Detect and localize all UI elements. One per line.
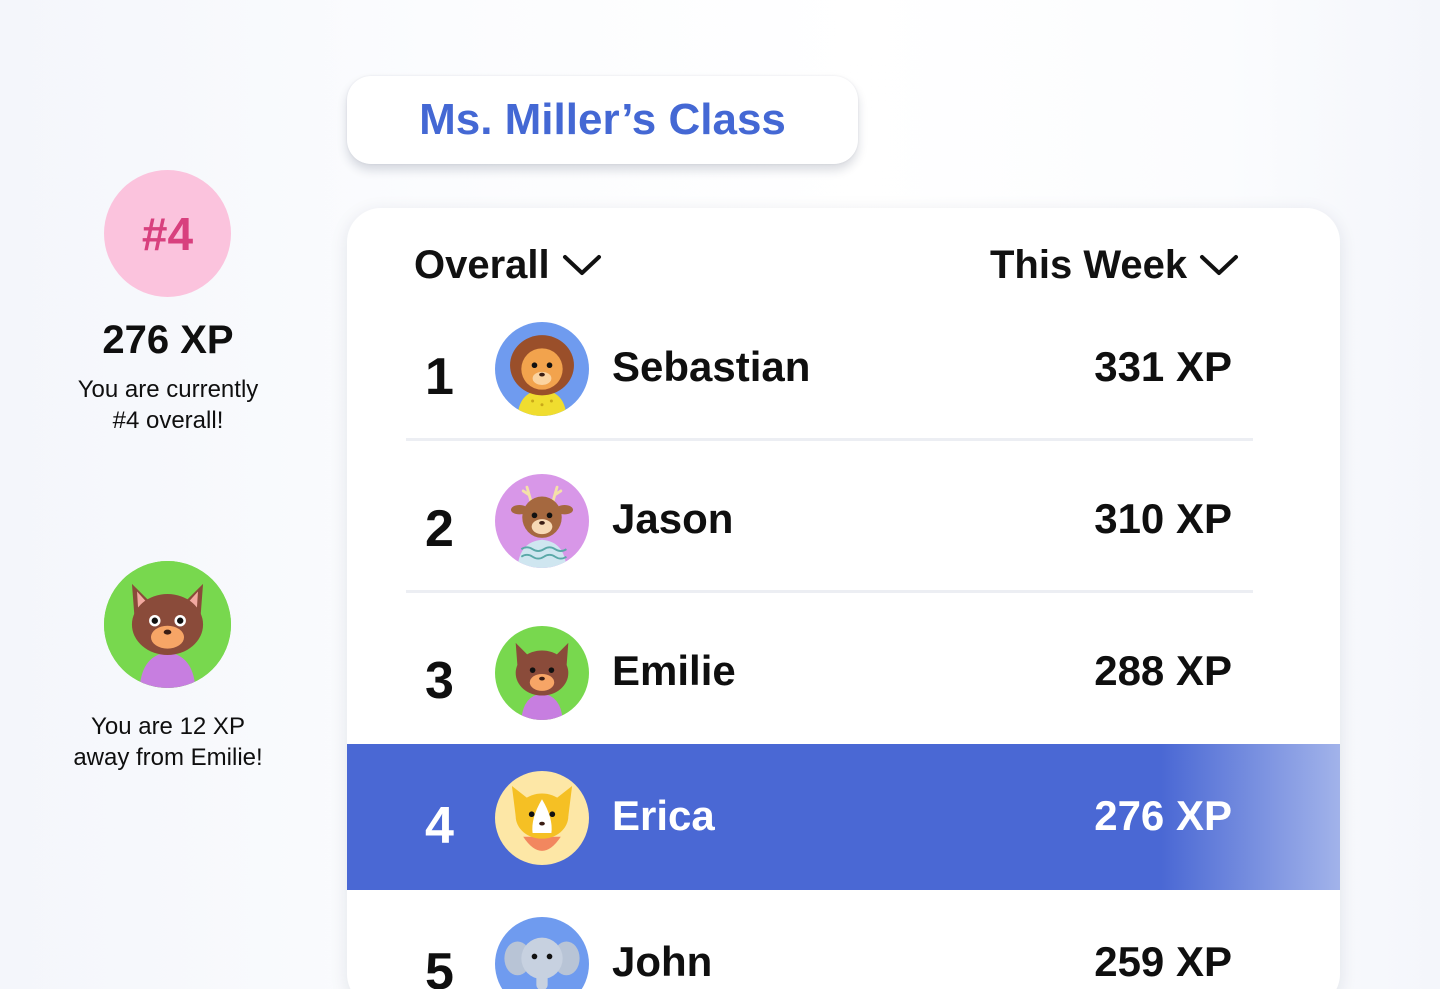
leaderboard-row[interactable]: 1 Sebastian 331 XP <box>347 295 1340 441</box>
leaderboard-row[interactable]: 3 Emilie 288 XP <box>347 599 1340 745</box>
row-rank: 5 <box>425 943 454 989</box>
row-xp: 276 XP <box>1094 792 1232 839</box>
my-xp-total: 276 XP <box>102 318 234 362</box>
leaderboard-row[interactable]: 5 John 259 XP <box>347 890 1340 989</box>
row-rank: 4 <box>425 797 454 855</box>
chevron-down-icon <box>1200 255 1239 275</box>
row-xp: 331 XP <box>1094 343 1232 390</box>
my-rank-status-line2: #4 overall! <box>112 407 224 434</box>
deer-avatar-icon <box>495 474 589 568</box>
xp-gap-note: You are 12 XP away from Emilie! <box>40 711 296 773</box>
class-title-text: Ms. Miller’s Class <box>419 95 786 144</box>
row-rank: 3 <box>425 652 454 710</box>
overall-filter-label: Overall <box>414 242 550 287</box>
row-divider <box>406 590 1253 593</box>
row-xp: 259 XP <box>1094 938 1232 985</box>
rival-avatar-graphic <box>104 561 231 688</box>
lion-avatar-icon <box>495 322 589 416</box>
rank-badge: #4 <box>104 170 231 297</box>
row-xp: 288 XP <box>1094 647 1232 694</box>
leaderboard-row[interactable]: 2 Jason 310 XP <box>347 447 1340 593</box>
xp-gap-note-line1: You are 12 XP <box>91 713 245 740</box>
leaderboard-row-current-user[interactable]: 4 Erica 276 XP <box>347 744 1340 890</box>
chevron-down-icon <box>562 255 601 275</box>
my-rank-status: You are currently #4 overall! <box>40 374 296 436</box>
row-divider <box>406 438 1253 441</box>
corgi-avatar-icon <box>495 771 589 865</box>
week-filter-label: This Week <box>990 242 1188 287</box>
row-rank: 1 <box>425 348 454 406</box>
elephant-avatar-icon <box>495 917 589 989</box>
xp-gap-note-line2: away from Emilie! <box>73 744 263 771</box>
overall-filter-dropdown[interactable]: Overall <box>414 240 602 290</box>
row-rank: 2 <box>425 500 454 558</box>
row-name: Sebastian <box>612 343 811 390</box>
row-name: Jason <box>612 495 734 542</box>
row-name: Erica <box>612 792 715 839</box>
row-name: Emilie <box>612 647 736 694</box>
rank-badge-label: #4 <box>141 207 194 260</box>
week-filter-dropdown[interactable]: This Week <box>990 240 1239 290</box>
row-xp: 310 XP <box>1094 495 1232 542</box>
class-title: Ms. Miller’s Class <box>347 76 858 164</box>
my-rank-status-line1: You are currently <box>77 376 259 403</box>
cat-avatar-icon <box>104 561 231 688</box>
row-name: John <box>612 938 713 985</box>
cat-avatar-icon <box>495 626 589 720</box>
